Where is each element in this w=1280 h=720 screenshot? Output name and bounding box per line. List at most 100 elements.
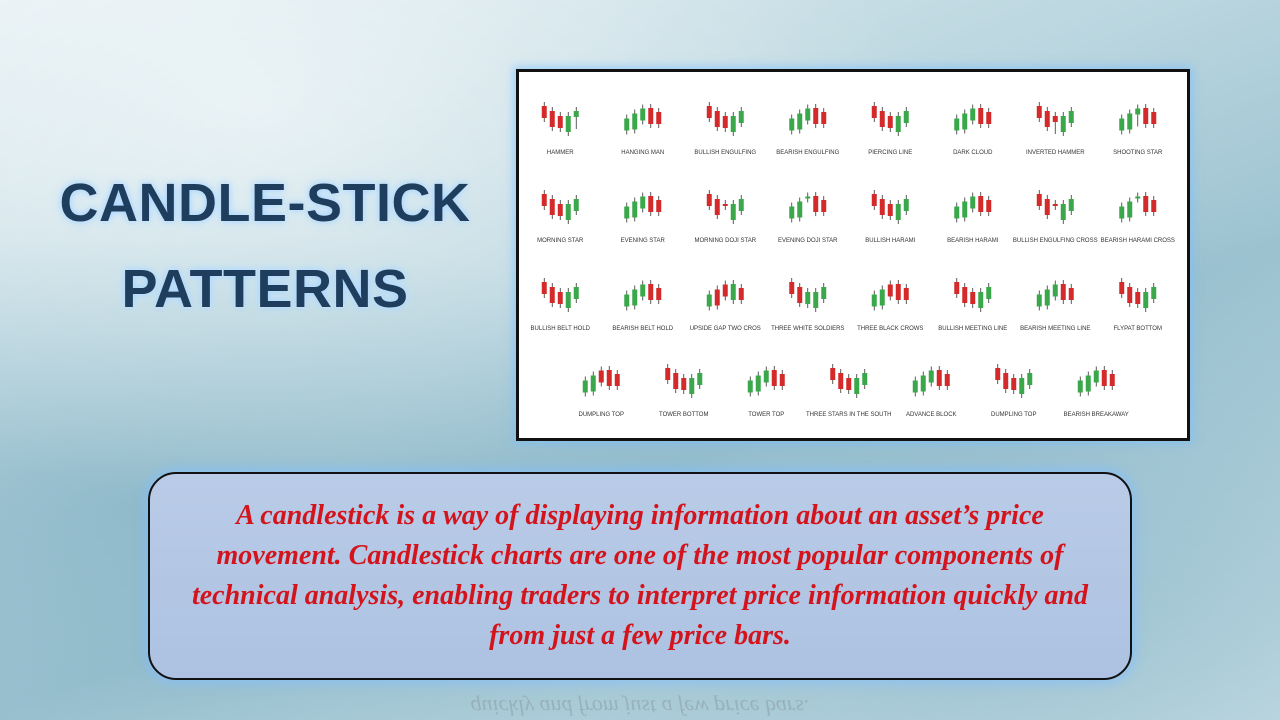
bullish-candle (1060, 116, 1066, 132)
bearish-candle (821, 200, 827, 212)
pattern-22: BEARISH MEETING LINE (1020, 280, 1090, 332)
bullish-candle (805, 108, 811, 121)
slide-title: CANDLE-STICK PATTERNS (40, 160, 490, 332)
pattern-29: DUMPLING TOP (991, 364, 1036, 418)
bearish-candle (962, 287, 968, 303)
bearish-candle (871, 106, 877, 118)
pattern-label: ADVANCE BLOCK (906, 412, 957, 418)
pattern-24: DUMPLING TOP (579, 366, 624, 418)
bullish-candle (697, 373, 703, 385)
bearish-candle (1151, 112, 1157, 124)
bullish-candle (903, 111, 909, 123)
candlestick-patterns-image: HAMMER HANGING MAN BULLISH ENGULFING BEARIS… (516, 69, 1190, 441)
bullish-candle (582, 380, 588, 393)
bearish-candle (830, 368, 836, 380)
pattern-label: MORNING DOJI STAR (694, 238, 756, 244)
bullish-candle (895, 204, 901, 220)
bullish-candle (797, 113, 803, 130)
bullish-candle (738, 199, 744, 211)
pattern-16: BULLISH BELT HOLD (531, 278, 591, 332)
bearish-candle (887, 284, 893, 297)
bullish-candle (797, 201, 803, 218)
bullish-candle (1119, 118, 1125, 131)
bullish-candle (689, 378, 695, 394)
bullish-candle (821, 287, 827, 299)
pattern-8: MORNING STAR (537, 190, 584, 244)
bearish-candle (1127, 287, 1133, 303)
pattern-26: TOWER TOP (747, 366, 785, 418)
pattern-13: BEARISH HARAMI (947, 192, 999, 244)
bullish-candle (1060, 204, 1066, 220)
bullish-candle (1077, 380, 1083, 393)
bearish-candle (805, 196, 811, 199)
bullish-candle (730, 284, 736, 300)
bearish-candle (846, 378, 852, 390)
bullish-candle (565, 116, 571, 132)
pattern-7: SHOOTING STAR (1113, 104, 1163, 156)
bullish-candle (962, 113, 968, 130)
slide-title-line-1: CANDLE-STICK (59, 173, 471, 233)
bullish-candle (706, 294, 712, 307)
bearish-candle (1143, 108, 1149, 124)
bullish-candle (954, 206, 960, 219)
bearish-candle (598, 370, 604, 383)
bullish-candle (1143, 292, 1149, 308)
bullish-candle (1068, 111, 1074, 123)
pattern-0: HAMMER (541, 102, 579, 156)
bullish-candle (1127, 113, 1133, 130)
bullish-candle (624, 206, 630, 219)
bearish-candle (1135, 196, 1141, 199)
bullish-candle (747, 380, 753, 393)
bullish-candle (1019, 378, 1025, 394)
bearish-candle (995, 368, 1001, 380)
bearish-candle (549, 111, 555, 127)
bearish-candle (722, 284, 728, 297)
pattern-3: BEARISH ENGULFING (776, 104, 840, 156)
pattern-label: PIERCING LINE (868, 150, 912, 156)
bullish-candle (920, 375, 926, 392)
bearish-candle (714, 289, 720, 306)
bearish-candle (656, 200, 662, 212)
bearish-candle (1060, 284, 1066, 300)
bullish-candle (624, 294, 630, 307)
bullish-candle (879, 289, 885, 306)
pattern-label: BEARISH HARAMI (947, 238, 999, 244)
bearish-candle (665, 368, 671, 380)
bearish-candle (573, 111, 579, 117)
bearish-candle (1068, 288, 1074, 300)
pattern-label: THREE STARS IN THE SOUTH (806, 412, 891, 418)
bullish-candle (590, 375, 596, 392)
pattern-label: BULLISH BELT HOLD (531, 326, 591, 332)
bearish-candle (986, 112, 992, 124)
pattern-label: HANGING MAN (621, 150, 664, 156)
pattern-12: BULLISH HARAMI (865, 190, 916, 244)
bearish-candle (797, 287, 803, 303)
bullish-candle (730, 204, 736, 220)
bullish-candle (970, 108, 976, 121)
bearish-candle (557, 292, 563, 304)
pattern-23: FLYPAT BOTTOM (1114, 278, 1162, 332)
pattern-label: BULLISH ENGULFING (694, 150, 756, 156)
bearish-candle (606, 370, 612, 386)
bullish-candle (632, 201, 638, 218)
pattern-label: SHOOTING STAR (1113, 150, 1163, 156)
bullish-candle (928, 370, 934, 383)
bullish-candle (763, 370, 769, 383)
bearish-candle (648, 196, 654, 212)
bearish-candle (789, 282, 795, 294)
bullish-candle (970, 196, 976, 209)
bullish-candle (565, 204, 571, 220)
pattern-21: BULLISH MEETING LINE (938, 278, 1007, 332)
bearish-candle (541, 106, 547, 118)
slide-title-line-2: PATTERNS (121, 259, 409, 319)
bearish-candle (1036, 106, 1042, 118)
bullish-candle (573, 199, 579, 211)
pattern-label: TOWER BOTTOM (659, 412, 708, 418)
bearish-candle (1003, 373, 1009, 389)
pattern-label: BEARISH ENGULFING (776, 150, 839, 156)
pattern-label: UPSIDE GAP TWO CROS (690, 326, 761, 332)
bullish-candle (573, 287, 579, 299)
bearish-candle (541, 194, 547, 206)
pattern-9: EVENING STAR (621, 192, 666, 244)
bearish-candle (640, 108, 646, 121)
